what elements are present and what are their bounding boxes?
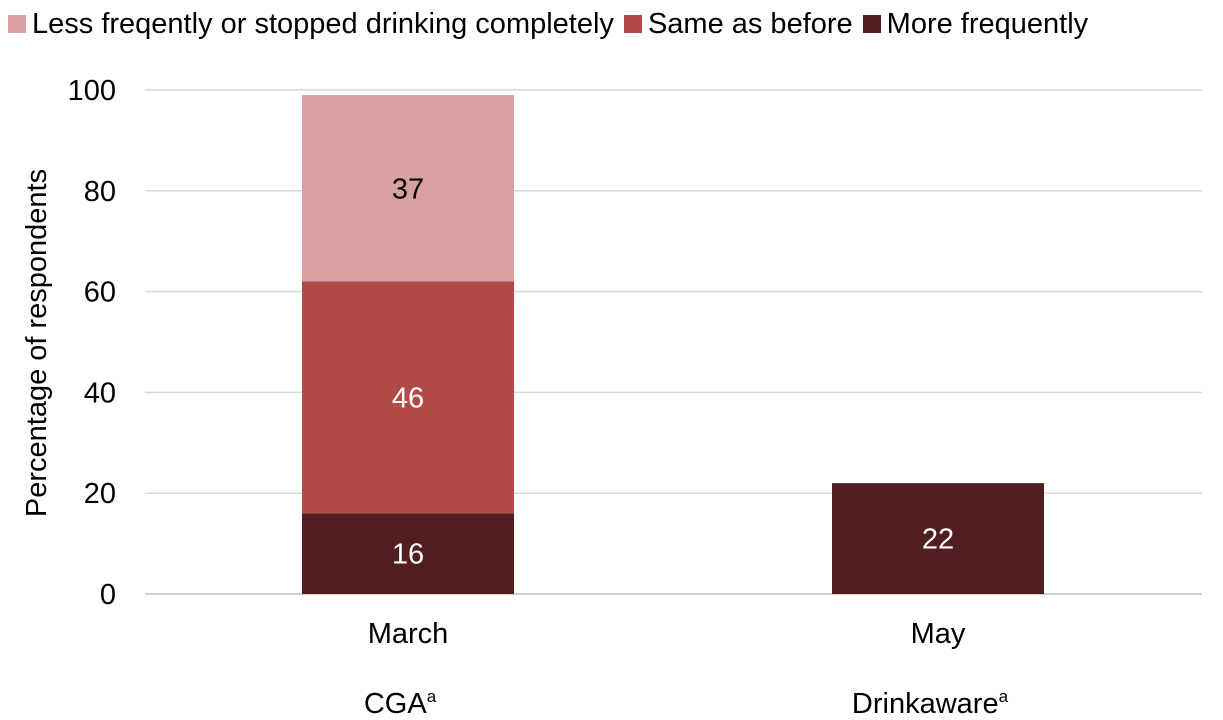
x-group-label-superscript: a bbox=[999, 687, 1009, 706]
legend-item: More frequently bbox=[862, 7, 1089, 41]
x-group-label-superscript: a bbox=[427, 687, 437, 706]
chart-legend: Less freqently or stopped drinking compl… bbox=[8, 4, 1088, 44]
y-tick-label: 40 bbox=[84, 377, 116, 409]
bars: 16 46 37 22 bbox=[302, 95, 1044, 594]
bar-segment-more-frequently-may bbox=[832, 483, 1044, 594]
x-group-label: CGAa bbox=[364, 687, 437, 720]
legend-label: Less freqently or stopped drinking compl… bbox=[32, 7, 614, 40]
data-label: 37 bbox=[392, 173, 424, 205]
data-label: 46 bbox=[392, 382, 424, 414]
legend-item: Same as before bbox=[623, 7, 853, 41]
data-label: 22 bbox=[922, 524, 954, 556]
legend-label: Same as before bbox=[647, 7, 853, 40]
y-tick-label: 0 bbox=[100, 579, 116, 611]
legend-item: Less freqently or stopped drinking compl… bbox=[8, 8, 614, 41]
y-tick-label: 80 bbox=[84, 176, 116, 208]
x-tick-label: May bbox=[911, 618, 966, 650]
y-axis: 0 20 40 60 80 100 bbox=[68, 75, 116, 611]
bar-segment-same-as-before-march bbox=[302, 281, 514, 514]
legend-swatch bbox=[8, 15, 26, 33]
bar-segment-less-freqently-or-stopped-drinking-completely-march bbox=[302, 95, 514, 282]
bar-segment-more-frequently-march bbox=[302, 513, 514, 594]
data-label: 16 bbox=[392, 539, 424, 571]
x-tick-label: March bbox=[368, 618, 449, 650]
legend-swatch bbox=[623, 15, 642, 33]
legend-swatch bbox=[862, 15, 881, 33]
y-tick-label: 100 bbox=[68, 75, 116, 107]
legend-label: More frequently bbox=[886, 7, 1089, 40]
y-tick-label: 60 bbox=[84, 277, 116, 309]
x-group-label-text: CGA bbox=[364, 688, 428, 720]
y-tick-label: 20 bbox=[84, 478, 116, 510]
x-group-label-text: Drinkaware bbox=[852, 688, 999, 720]
y-axis-label: Percentage of respondents bbox=[21, 169, 53, 517]
x-group-label: Drinkawarea bbox=[852, 687, 1009, 720]
